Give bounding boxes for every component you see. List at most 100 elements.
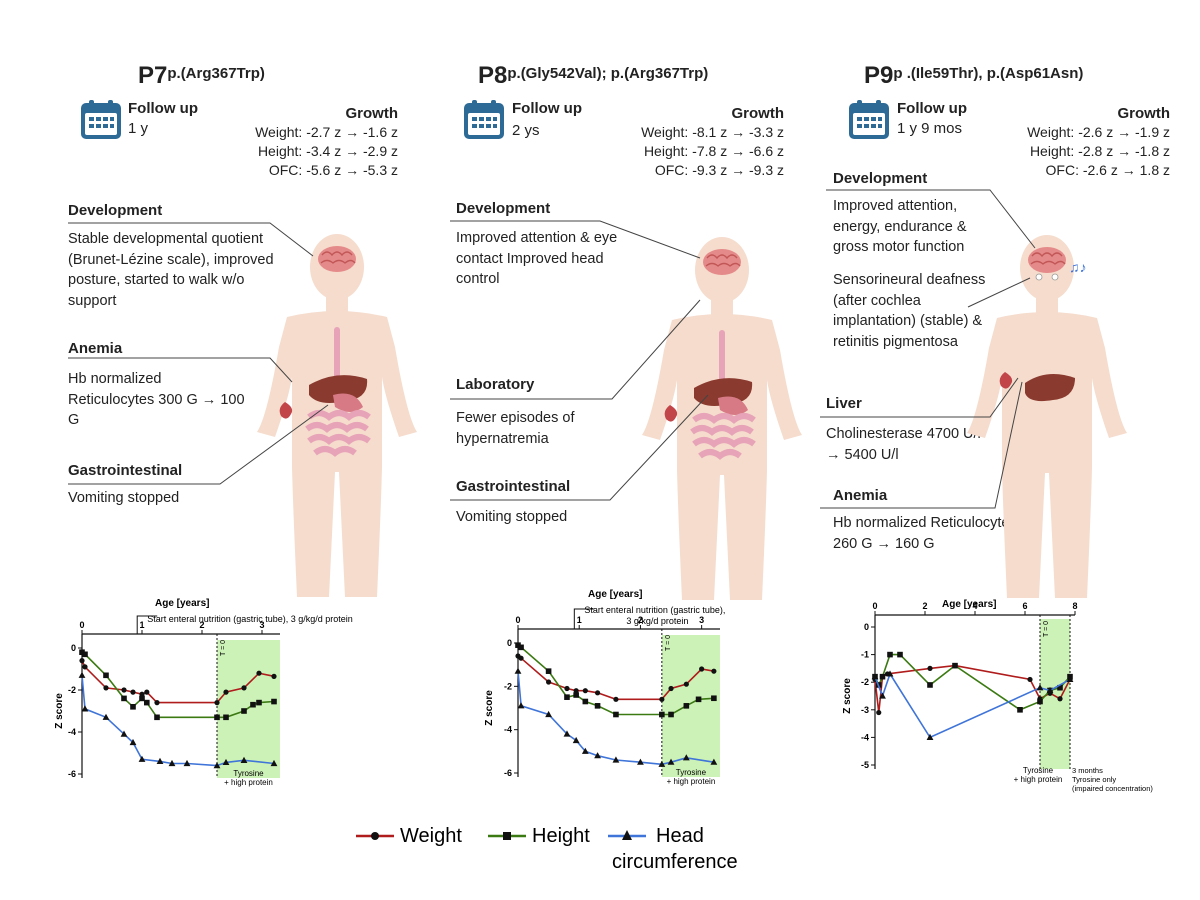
legend-weight-marker bbox=[371, 832, 379, 840]
data-point-weight bbox=[573, 688, 579, 694]
section-title-anemia: Anemia bbox=[68, 340, 123, 357]
band-label: Tyrosine bbox=[676, 768, 707, 777]
data-point-head bbox=[1046, 686, 1054, 694]
t0-label: T = 0 bbox=[665, 635, 672, 651]
y-tick-label: -2 bbox=[861, 677, 869, 687]
data-point-head bbox=[81, 705, 89, 712]
data-point-weight bbox=[130, 689, 136, 695]
treatment-band bbox=[217, 640, 280, 778]
data-point-weight bbox=[518, 655, 524, 661]
data-point-head bbox=[637, 758, 644, 765]
annotation-bracket bbox=[573, 608, 595, 629]
patient-title-p7: P7p.(Arg367Trp) bbox=[138, 62, 265, 90]
legend-weight-label: Weight bbox=[400, 825, 462, 847]
x-tick-label: 3 bbox=[699, 615, 704, 625]
section-text-gastrointestinal: Vomiting stopped bbox=[456, 509, 568, 525]
data-point-weight bbox=[546, 679, 552, 685]
chart-legend: Weight Height Head circumference bbox=[356, 825, 738, 873]
data-point-head bbox=[545, 710, 553, 718]
data-point-head bbox=[563, 730, 571, 737]
data-point-weight bbox=[214, 700, 220, 706]
data-point-weight bbox=[1027, 676, 1033, 683]
data-point-height bbox=[214, 714, 220, 721]
treatment-band bbox=[1040, 619, 1070, 769]
data-point-weight bbox=[144, 689, 150, 695]
section-text-sensory: Sensorineural deafness (after cochlea im… bbox=[833, 272, 986, 350]
y-tick-label: -5 bbox=[861, 760, 869, 770]
data-point-head bbox=[168, 759, 176, 767]
data-point-height bbox=[659, 711, 665, 718]
body-figure bbox=[642, 237, 802, 600]
growth-height: Height: -2.8 z → -1.8 z bbox=[1029, 143, 1170, 159]
y-tick-label: -6 bbox=[68, 769, 76, 779]
data-point-weight bbox=[668, 685, 674, 692]
data-point-head bbox=[129, 738, 137, 746]
data-point-head bbox=[514, 667, 522, 674]
data-point-height bbox=[927, 682, 933, 688]
growth-block: Growth Weight: -2.6 z → -1.9 z Height: -… bbox=[990, 104, 1170, 180]
y-tick-label: -2 bbox=[68, 685, 76, 695]
y-tick-label: -4 bbox=[861, 732, 869, 742]
x-tick-label: 6 bbox=[1022, 601, 1027, 611]
data-point-weight bbox=[699, 666, 705, 672]
data-point-head bbox=[710, 758, 718, 765]
section-text-anemia: Hb normalized Reticulocytes 300 G → 100 … bbox=[68, 371, 245, 428]
section-text-development: Improved attention, energy, endurance & … bbox=[833, 198, 967, 255]
patient-id: P9 bbox=[864, 62, 894, 89]
annotation-bracket bbox=[136, 615, 158, 634]
data-point-height bbox=[515, 642, 521, 648]
data-point-head bbox=[222, 758, 230, 766]
followup-title: Follow up bbox=[897, 100, 967, 117]
data-point-head bbox=[102, 713, 110, 720]
data-point-head bbox=[667, 758, 675, 765]
growth-weight: Weight: -8.1 z → -3.3 z bbox=[641, 124, 784, 140]
calendar-icon bbox=[849, 100, 889, 139]
data-point-height bbox=[154, 714, 160, 721]
data-point-head bbox=[270, 759, 278, 767]
y-axis-label: Z score bbox=[484, 690, 495, 726]
x-tick-label: 3 bbox=[259, 620, 264, 630]
patient-mutation: p .(Ile59Thr), p.(Asp61Asn) bbox=[893, 65, 1084, 82]
data-point-head bbox=[926, 733, 934, 740]
growth-chart-p8: 0 1 2 3 Age [years] 0 -2 -4 -6 Z score Start enter… bbox=[484, 589, 725, 786]
data-point-height bbox=[121, 695, 127, 702]
data-point-head bbox=[1066, 675, 1074, 683]
legend-head: Head circumference bbox=[608, 825, 738, 873]
growth-ofc: OFC: -9.3 z → -9.3 z bbox=[654, 162, 784, 178]
band-label: + high protein bbox=[224, 778, 273, 787]
x-tick-label: 2 bbox=[638, 615, 643, 625]
data-point-weight bbox=[683, 681, 689, 687]
data-point-weight bbox=[564, 685, 570, 692]
patient-mutation: p.(Arg367Trp) bbox=[167, 65, 265, 82]
svg-text:♫♪: ♫♪ bbox=[1069, 259, 1087, 275]
data-point-height bbox=[564, 694, 570, 700]
y-tick-label: -3 bbox=[861, 705, 869, 715]
data-point-head bbox=[612, 756, 620, 763]
growth-weight: Weight: -2.6 z → -1.9 z bbox=[1027, 124, 1170, 140]
section-text-anemia: Hb normalized Reticulocytes 260 G → 160 … bbox=[833, 515, 1017, 552]
growth-height: Height: -7.8 z → -6.6 z bbox=[643, 143, 784, 159]
y-tick-label: -4 bbox=[68, 727, 76, 737]
data-point-head bbox=[581, 747, 589, 754]
data-point-height bbox=[103, 672, 109, 679]
growth-chart-p9: 0 2 4 6 8 Age [years] 0 -1 -2 -3 -4 -5 Z score T = 0 T… bbox=[842, 599, 1153, 793]
data-point-weight bbox=[223, 689, 229, 695]
patient-id: P7 bbox=[138, 62, 168, 89]
data-point-height bbox=[79, 649, 85, 655]
data-point-head bbox=[213, 762, 221, 769]
legend-head-label-1: Head bbox=[656, 825, 704, 847]
y-axis-label: Z score bbox=[54, 693, 65, 729]
data-point-weight bbox=[82, 664, 88, 670]
y-tick-label: 0 bbox=[864, 622, 869, 632]
data-point-height bbox=[1017, 707, 1023, 713]
data-point-height bbox=[82, 651, 88, 658]
data-point-head bbox=[156, 757, 164, 764]
data-point-head bbox=[572, 736, 580, 744]
x-tick-label: 0 bbox=[872, 601, 877, 611]
data-point-weight bbox=[582, 688, 588, 694]
data-point-weight bbox=[927, 665, 933, 671]
data-point-weight bbox=[659, 696, 665, 702]
patient-title-p8: P8p.(Gly542Val); p.(Arg367Trp) bbox=[478, 62, 708, 90]
section-title-anemia: Anemia bbox=[833, 487, 888, 504]
data-point-head bbox=[517, 702, 525, 709]
